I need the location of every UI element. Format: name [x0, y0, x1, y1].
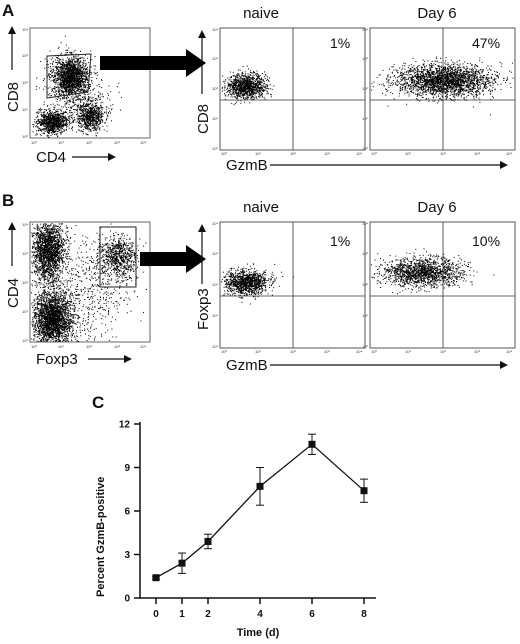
svg-text:10³: 10³ [22, 53, 28, 58]
panel-c-series-line [155, 443, 365, 579]
panel-letter-b: B [2, 191, 14, 210]
svg-text:10²: 10² [290, 151, 296, 156]
svg-text:10⁰: 10⁰ [22, 134, 28, 139]
gate-plot-a-events [32, 35, 122, 138]
svg-text:10⁰: 10⁰ [221, 151, 227, 156]
panel-c-data-point [152, 574, 160, 582]
panel-a-day6-plot: 10⁰ 10¹ 10² 10³ 10⁴ 10⁰ 10¹ 10² 10³ 10⁴ [362, 27, 516, 156]
svg-text:10⁴: 10⁴ [22, 27, 28, 32]
panel-c-y-tick-label: 3 [124, 550, 130, 561]
panel-a-naive-plot: 10⁰ 10¹ 10² 10³ 10⁴ 10⁰ 10¹ 10² 10³ 10⁴ [212, 27, 366, 156]
gate-plot-b-ylabel: CD4 [5, 278, 22, 308]
gate-plot-a-xlabel: CD4 [36, 149, 66, 166]
panel-a-naive-percent: 1% [330, 35, 350, 51]
svg-text:10⁰: 10⁰ [31, 140, 37, 145]
panel-a-day6-header: Day 6 [417, 5, 456, 22]
panel-c-data-point [360, 487, 368, 495]
gate-plot-a-x-ticks: 10⁰ 10¹ 10² 10³ 10⁴ [31, 140, 146, 145]
panel-a-day6-y-ticks: 10⁰ 10¹ 10² 10³ 10⁴ [362, 27, 368, 151]
svg-text:10²: 10² [22, 80, 28, 85]
svg-text:10⁴: 10⁴ [140, 140, 146, 145]
gate-plot-b-xlabel: Foxp3 [36, 351, 78, 368]
panel-b-naive-plot: 10⁰ 10¹ 10² 10³ 10⁴ 10⁰ 10¹ 10² 10³ 10⁴ [212, 221, 366, 354]
svg-text:10⁴: 10⁴ [212, 27, 218, 32]
panel-c-data-point [308, 440, 316, 448]
panel-b-day6-plot: 10⁰ 10¹ 10² 10³ 10⁴ 10⁰ 10¹ 10² 10³ 10⁴ [362, 221, 516, 354]
panel-c-xlabel: Time (d) [237, 627, 280, 639]
svg-text:10³: 10³ [114, 140, 120, 145]
svg-text:10²: 10² [212, 86, 218, 91]
svg-text:10⁰: 10⁰ [212, 146, 218, 151]
panel-a-naive-header: naive [243, 5, 279, 22]
panel-c-x-tick-label: 2 [205, 609, 211, 620]
gate-plot-b-x-arrow-icon [124, 355, 132, 363]
svg-text:10²: 10² [86, 140, 92, 145]
panel-b-day6-x-ticks: 10⁰ 10¹ 10² 10³ 10⁴ [371, 349, 512, 354]
panel-c-x-tick-label: 8 [361, 609, 367, 620]
panel-c-y-tick-label: 12 [119, 420, 131, 431]
panel-b-naive-ylabel: Foxp3 [195, 288, 212, 330]
gate-plot-b-y-ticks: 10⁰ 10¹ 10² 10³ 10⁴ [22, 222, 28, 343]
gate-plot-a-gate [46, 53, 92, 99]
panel-b-x-arrow-icon [500, 361, 508, 369]
gate-plot-a-y-arrow-icon [8, 26, 16, 34]
panel-c-x-tick-label: 6 [309, 609, 315, 620]
panel-letter-a: A [2, 1, 14, 20]
panel-c-data-point [204, 537, 212, 545]
panel-c-y-tick-label: 6 [124, 507, 130, 518]
svg-text:10³: 10³ [324, 151, 330, 156]
svg-text:10¹: 10¹ [58, 140, 64, 145]
panel-c-y-tick-label: 9 [124, 463, 130, 474]
gate-plot-a-ylabel: CD8 [5, 82, 22, 112]
gate-plot-a-x-arrow-icon [108, 153, 116, 161]
panel-b-naive-percent: 1% [330, 233, 350, 249]
panel-c-data-point [256, 482, 264, 490]
panel-b-xlabel: GzmB [226, 357, 268, 374]
panel-b-day6-y-ticks: 10⁰ 10¹ 10² 10³ 10⁴ [362, 221, 368, 349]
panel-b-naive-header: naive [243, 199, 279, 216]
panel-b-day6-header: Day 6 [417, 199, 456, 216]
panel-c-x-tick-label: 1 [179, 609, 185, 620]
panel-c-x-tick-label: 0 [153, 609, 159, 620]
gate-plot-b-events [31, 223, 150, 342]
panel-c-data-point [178, 559, 186, 567]
svg-text:10¹: 10¹ [212, 116, 218, 121]
panel-c-y-tick-label: 0 [124, 594, 130, 605]
gate-plot-b-y-arrow-icon [8, 222, 16, 230]
panel-a-x-arrow-icon [500, 161, 508, 169]
arrow-right-icon-b [140, 245, 206, 273]
gate-plot-b-x-ticks: 10⁰ 10¹ 10² 10³ 10⁴ [31, 344, 146, 349]
panel-a-day6-x-ticks: 10⁰ 10¹ 10² 10³ 10⁴ [371, 151, 512, 156]
panel-b-naive-y-ticks: 10⁰ 10¹ 10² 10³ 10⁴ [212, 221, 218, 349]
panel-b-naive-events [221, 263, 295, 305]
panel-a-naive-events [221, 65, 275, 106]
svg-text:10⁴: 10⁴ [356, 151, 362, 156]
gate-plot-b: 10⁰ 10¹ 10² 10³ 10⁴ 10⁰ 10¹ 10² 10³ 10⁴ [22, 221, 151, 349]
panel-letter-c: C [92, 393, 104, 412]
panel-b-day6-percent: 10% [472, 233, 500, 249]
panel-a-xlabel: GzmB [226, 157, 268, 174]
panel-c-x-tick-label: 4 [257, 609, 263, 620]
panel-c-ylabel: Percent GzmB-positive [95, 477, 107, 597]
arrow-right-icon-a [100, 49, 206, 77]
panel-a-day6-percent: 47% [472, 35, 500, 51]
panel-a-naive-y-ticks: 10⁰ 10¹ 10² 10³ 10⁴ [212, 27, 218, 151]
gate-plot-a: 10⁰ 10¹ 10² 10³ 10⁴ 10⁰ 10¹ 10² 10³ 10⁴ [22, 27, 151, 145]
panel-a-y-arrow-icon [198, 30, 206, 38]
svg-text:10¹: 10¹ [255, 151, 261, 156]
panel-b-day6-events [371, 248, 495, 295]
panel-a-naive-x-ticks: 10⁰ 10¹ 10² 10³ 10⁴ [221, 151, 362, 156]
gate-plot-b-gate [99, 226, 137, 288]
svg-text:10¹: 10¹ [22, 107, 28, 112]
panel-a-naive-ylabel: CD8 [195, 104, 212, 134]
panel-b-y-arrow-icon [198, 224, 206, 232]
svg-text:10³: 10³ [212, 56, 218, 61]
panel-a-day6-events [371, 56, 514, 116]
gate-plot-a-y-ticks: 10⁰ 10¹ 10² 10³ 10⁴ [22, 27, 28, 139]
panel-b-naive-x-ticks: 10⁰ 10¹ 10² 10³ 10⁴ [221, 349, 362, 354]
